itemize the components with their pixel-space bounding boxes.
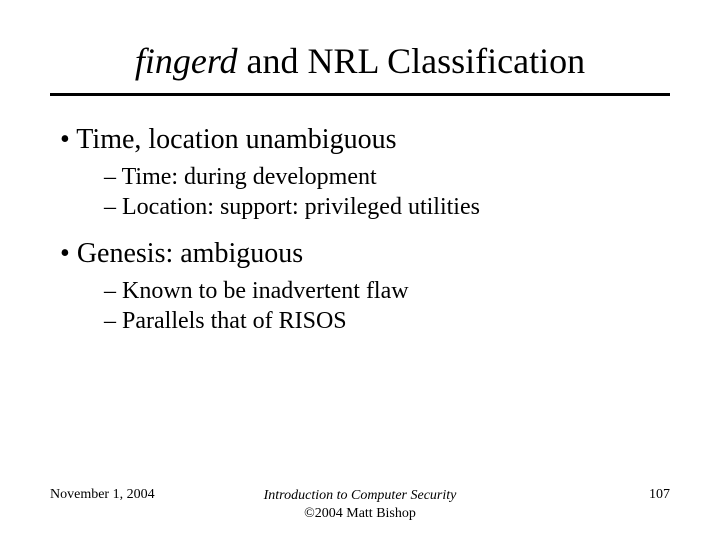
footer-page-number: 107 (498, 487, 670, 503)
bullet-list: Time, location unambiguous Time: during … (60, 124, 660, 336)
title-area: fingerd and NRL Classification (0, 0, 720, 83)
sub-list: Time: during development Location: suppo… (60, 162, 660, 222)
bullet-l2: Known to be inadvertent flaw (104, 276, 660, 306)
slide: fingerd and NRL Classification Time, loc… (0, 0, 720, 540)
footer-center-line2: ©2004 Matt Bishop (222, 505, 498, 523)
bullet-l1: Time, location unambiguous (60, 124, 660, 156)
content-area: Time, location unambiguous Time: during … (0, 96, 720, 336)
title-rest: and NRL Classification (238, 41, 586, 81)
bullet-l2: Parallels that of RISOS (104, 306, 660, 336)
footer: November 1, 2004 Introduction to Compute… (0, 487, 720, 522)
sub-list: Known to be inadvertent flaw Parallels t… (60, 276, 660, 336)
slide-title: fingerd and NRL Classification (60, 40, 660, 83)
footer-center-line1: Introduction to Computer Security (222, 487, 498, 505)
bullet-l2: Location: support: privileged utilities (104, 192, 660, 222)
footer-center: Introduction to Computer Security ©2004 … (222, 487, 498, 522)
bullet-l1: Genesis: ambiguous (60, 238, 660, 270)
footer-date: November 1, 2004 (50, 487, 222, 503)
title-italic-word: fingerd (135, 41, 238, 81)
bullet-l2: Time: during development (104, 162, 660, 192)
